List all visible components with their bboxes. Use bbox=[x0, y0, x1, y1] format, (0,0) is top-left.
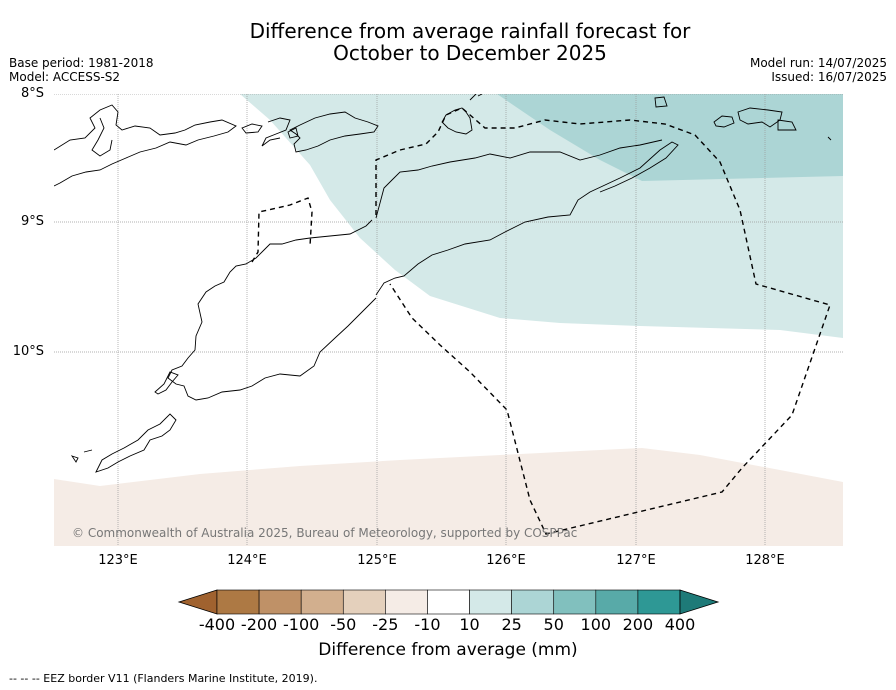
lat-label-9s: 9°S bbox=[20, 214, 44, 229]
coastline-flores-south bbox=[91, 117, 113, 157]
model-run: Model run: 14/07/2025 bbox=[749, 56, 887, 70]
coastline-alor bbox=[289, 111, 379, 153]
colorbar-swatch bbox=[342, 589, 386, 615]
colorbar-tick-label: -200 bbox=[240, 615, 278, 634]
coastline-small-island-2 bbox=[713, 115, 735, 128]
coastline-flores bbox=[54, 104, 237, 187]
coastline-tiny-island bbox=[827, 136, 832, 141]
eez-border-enclave bbox=[251, 197, 313, 263]
colorbar-swatch bbox=[511, 589, 555, 615]
coastline-wetar-north bbox=[469, 94, 483, 101]
colorbar-swatch bbox=[427, 589, 470, 615]
colorbar-swatch bbox=[637, 589, 681, 615]
meta-right: Model run: 14/07/2025 Issued: 16/07/2025 bbox=[750, 56, 887, 84]
coastline-timor-south bbox=[167, 219, 377, 401]
colorbar-extend-low bbox=[177, 589, 218, 615]
colorbar-swatch bbox=[258, 589, 302, 615]
map-area bbox=[54, 94, 843, 546]
title-line-2: October to December 2025 bbox=[333, 41, 607, 65]
coastline-ndao bbox=[70, 449, 93, 463]
colorbar-tick-label: -400 bbox=[198, 615, 236, 634]
title-line-1: Difference from average rainfall forecas… bbox=[249, 19, 691, 43]
colorbar-tick-label: -50 bbox=[330, 615, 357, 634]
eez-border bbox=[251, 107, 831, 535]
lon-label-126e: 126°E bbox=[486, 553, 526, 568]
colorbar-tick-label: 10 bbox=[459, 615, 480, 634]
colorbar-swatch bbox=[216, 589, 260, 615]
colorbar-swatch bbox=[385, 589, 428, 615]
colorbar-swatch bbox=[595, 589, 639, 615]
colorbar-swatch bbox=[300, 589, 344, 615]
lon-label-123e: 123°E bbox=[98, 553, 138, 568]
coastline-solor bbox=[241, 123, 263, 134]
coastline-small-island-4 bbox=[777, 119, 797, 131]
colorbar-swatch bbox=[469, 589, 512, 615]
colorbar-swatch bbox=[553, 589, 597, 615]
rain-band-25-50 bbox=[497, 94, 843, 181]
coastline-timor-north bbox=[375, 141, 679, 296]
chart-title: Difference from average rainfall forecas… bbox=[0, 20, 896, 64]
coastline-timor-north-west bbox=[375, 139, 663, 219]
meta-left: Base period: 1981-2018 Model: ACCESS-S2 bbox=[9, 56, 154, 84]
colorbar-tick-label: -100 bbox=[283, 615, 320, 634]
lon-label-128e: 128°E bbox=[745, 553, 785, 568]
lat-label-10s: 10°S bbox=[12, 344, 44, 359]
model-name: Model: ACCESS-S2 bbox=[9, 70, 121, 84]
coastlines bbox=[54, 94, 832, 473]
colorbar bbox=[177, 589, 720, 615]
coastline-small-island-1 bbox=[654, 96, 668, 108]
issued-date: Issued: 16/07/2025 bbox=[771, 70, 887, 84]
colorbar-extend-high bbox=[679, 589, 720, 615]
colorbar-tick-label: 50 bbox=[543, 615, 564, 634]
colorbar-title: Difference from average (mm) bbox=[318, 640, 578, 660]
coastline-sawu bbox=[95, 413, 177, 473]
coastline-pantar bbox=[287, 127, 299, 139]
colorbar-tick-label: -25 bbox=[372, 615, 399, 634]
base-period: Base period: 1981-2018 bbox=[9, 56, 154, 70]
colorbar-tick-label: 200 bbox=[622, 615, 654, 634]
copyright-notice: © Commonwealth of Australia 2025, Bureau… bbox=[72, 526, 578, 540]
coastline-wetar bbox=[441, 107, 473, 135]
coastline-rote bbox=[154, 371, 179, 395]
colorbar-tick-label: 25 bbox=[501, 615, 522, 634]
colorbar-tick-label: 100 bbox=[580, 615, 612, 634]
lon-label-124e: 124°E bbox=[227, 553, 267, 568]
lon-label-125e: 125°E bbox=[357, 553, 397, 568]
rain-band-minus25-minus10 bbox=[54, 448, 843, 546]
eez-legend-note: -- -- -- EEZ border V11 (Flanders Marine… bbox=[9, 672, 318, 685]
eez-border-main bbox=[375, 107, 831, 535]
lat-label-8s: 8°S bbox=[20, 86, 44, 101]
colorbar-tick-label: -10 bbox=[414, 615, 441, 634]
coastline-small-island-3 bbox=[737, 107, 783, 128]
lon-label-127e: 127°E bbox=[616, 553, 656, 568]
coastline-lembata bbox=[261, 117, 291, 147]
colorbar-tick-label: 400 bbox=[664, 615, 696, 634]
